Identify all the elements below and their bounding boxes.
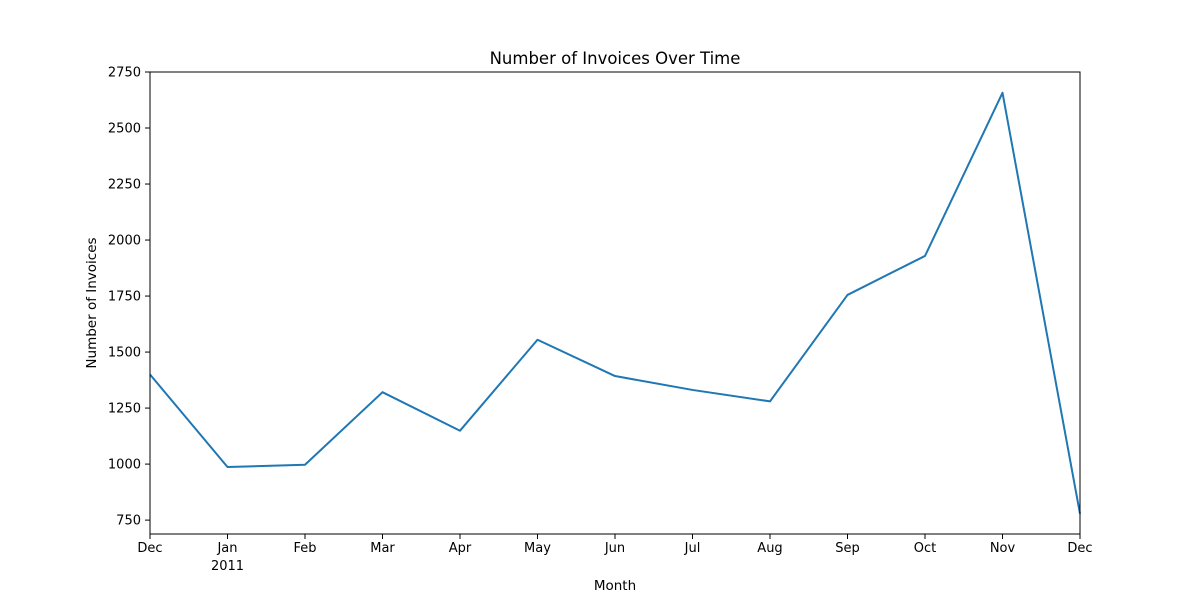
- x-tick-label: Oct: [914, 541, 936, 556]
- y-tick-label: 1250: [108, 402, 141, 417]
- x-tick-label: Jul: [684, 541, 701, 556]
- y-tick-label: 2500: [108, 122, 141, 137]
- y-tick-label: 1000: [108, 458, 141, 473]
- y-tick-label: 1500: [108, 346, 141, 361]
- y-axis: 750 1000 1250 1500 1750 2000 2250 2500 2750: [108, 66, 150, 529]
- y-tick-label: 2000: [108, 234, 141, 249]
- x-tick-label: Dec: [137, 541, 162, 556]
- y-tick-label: 750: [116, 514, 141, 529]
- x-tick-label: May: [524, 541, 551, 556]
- x-tick-year-label: 2011: [211, 559, 244, 574]
- plot-frame: [149, 71, 1081, 535]
- x-tick-label: Jan: [216, 541, 237, 556]
- x-tick-label: Nov: [990, 541, 1016, 556]
- x-tick-label: Mar: [370, 541, 395, 556]
- x-tick-label: Aug: [757, 541, 782, 556]
- y-tick-label: 2750: [108, 66, 141, 81]
- y-axis-label: Number of Invoices: [84, 237, 100, 368]
- y-tick-label: 1750: [108, 290, 141, 305]
- chart-title: Number of Invoices Over Time: [490, 49, 741, 68]
- x-tick-label: Dec: [1067, 541, 1092, 556]
- x-tick-label: Apr: [449, 541, 472, 556]
- x-tick-label: Sep: [835, 541, 860, 556]
- x-axis-label: Month: [594, 578, 636, 594]
- series-line: [149, 91, 1081, 515]
- x-axis: Dec Jan 2011 Feb Mar Apr May Jun Jul Aug Sep Oct Nov…: [137, 534, 1093, 574]
- x-tick-label: Feb: [293, 541, 316, 556]
- y-tick-label: 2250: [108, 178, 141, 193]
- x-tick-label: Jun: [604, 541, 625, 556]
